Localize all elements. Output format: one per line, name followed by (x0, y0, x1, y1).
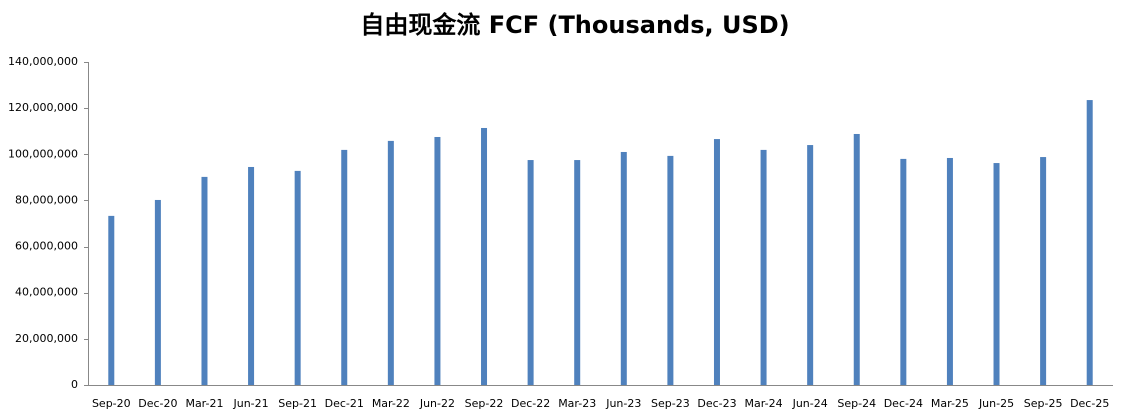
y-tick-label: 20,000,000 (15, 332, 78, 345)
y-tick-label: 40,000,000 (15, 286, 78, 299)
x-tick-label: Sep-25 (1024, 397, 1063, 410)
bar (387, 140, 394, 385)
bar (807, 145, 814, 385)
bar (946, 157, 953, 385)
x-tick-label: Jun-23 (605, 397, 641, 410)
x-tick-label: Dec-23 (697, 397, 736, 410)
x-tick-label: Dec-25 (1070, 397, 1109, 410)
x-tick-label: Jun-25 (978, 397, 1014, 410)
y-tick-label: 120,000,000 (8, 101, 78, 114)
x-tick-label: Mar-24 (745, 397, 783, 410)
bar (1040, 157, 1047, 385)
x-tick-label: Sep-23 (651, 397, 690, 410)
y-tick-label: 80,000,000 (15, 193, 78, 206)
x-tick-label: Jun-24 (792, 397, 828, 410)
bar (993, 163, 1000, 385)
chart-title: 自由现金流 FCF (Thousands, USD) (360, 11, 789, 39)
x-tick-label: Mar-23 (558, 397, 596, 410)
bar (154, 199, 161, 385)
x-tick-label: Mar-22 (372, 397, 410, 410)
bar (434, 136, 441, 385)
x-tick-label: Sep-20 (92, 397, 131, 410)
bar (620, 151, 627, 385)
x-tick-label: Dec-24 (884, 397, 923, 410)
y-tick-label: 0 (71, 378, 78, 391)
x-tick-label: Mar-25 (931, 397, 969, 410)
bar (201, 176, 208, 385)
x-tick-label: Dec-21 (325, 397, 364, 410)
bar (108, 215, 115, 385)
bar (294, 170, 301, 385)
bar (1086, 100, 1093, 385)
bar (760, 149, 767, 385)
x-tick-label: Sep-21 (278, 397, 317, 410)
y-tick-label: 60,000,000 (15, 240, 78, 253)
x-tick-label: Dec-20 (138, 397, 177, 410)
x-tick-label: Jun-21 (232, 397, 268, 410)
y-tick-label: 100,000,000 (8, 147, 78, 160)
bar (527, 160, 534, 385)
bar (574, 160, 581, 385)
bar (341, 149, 348, 385)
x-tick-label: Dec-22 (511, 397, 550, 410)
x-tick-label: Mar-21 (185, 397, 223, 410)
bar (853, 133, 860, 385)
x-tick-label: Jun-22 (419, 397, 455, 410)
x-tick-label: Sep-22 (465, 397, 504, 410)
x-tick-label: Sep-24 (837, 397, 876, 410)
bar (713, 139, 720, 385)
bar (481, 127, 488, 385)
bar (900, 158, 907, 385)
y-tick-label: 140,000,000 (8, 55, 78, 68)
bar (248, 166, 255, 385)
bar (667, 155, 674, 385)
